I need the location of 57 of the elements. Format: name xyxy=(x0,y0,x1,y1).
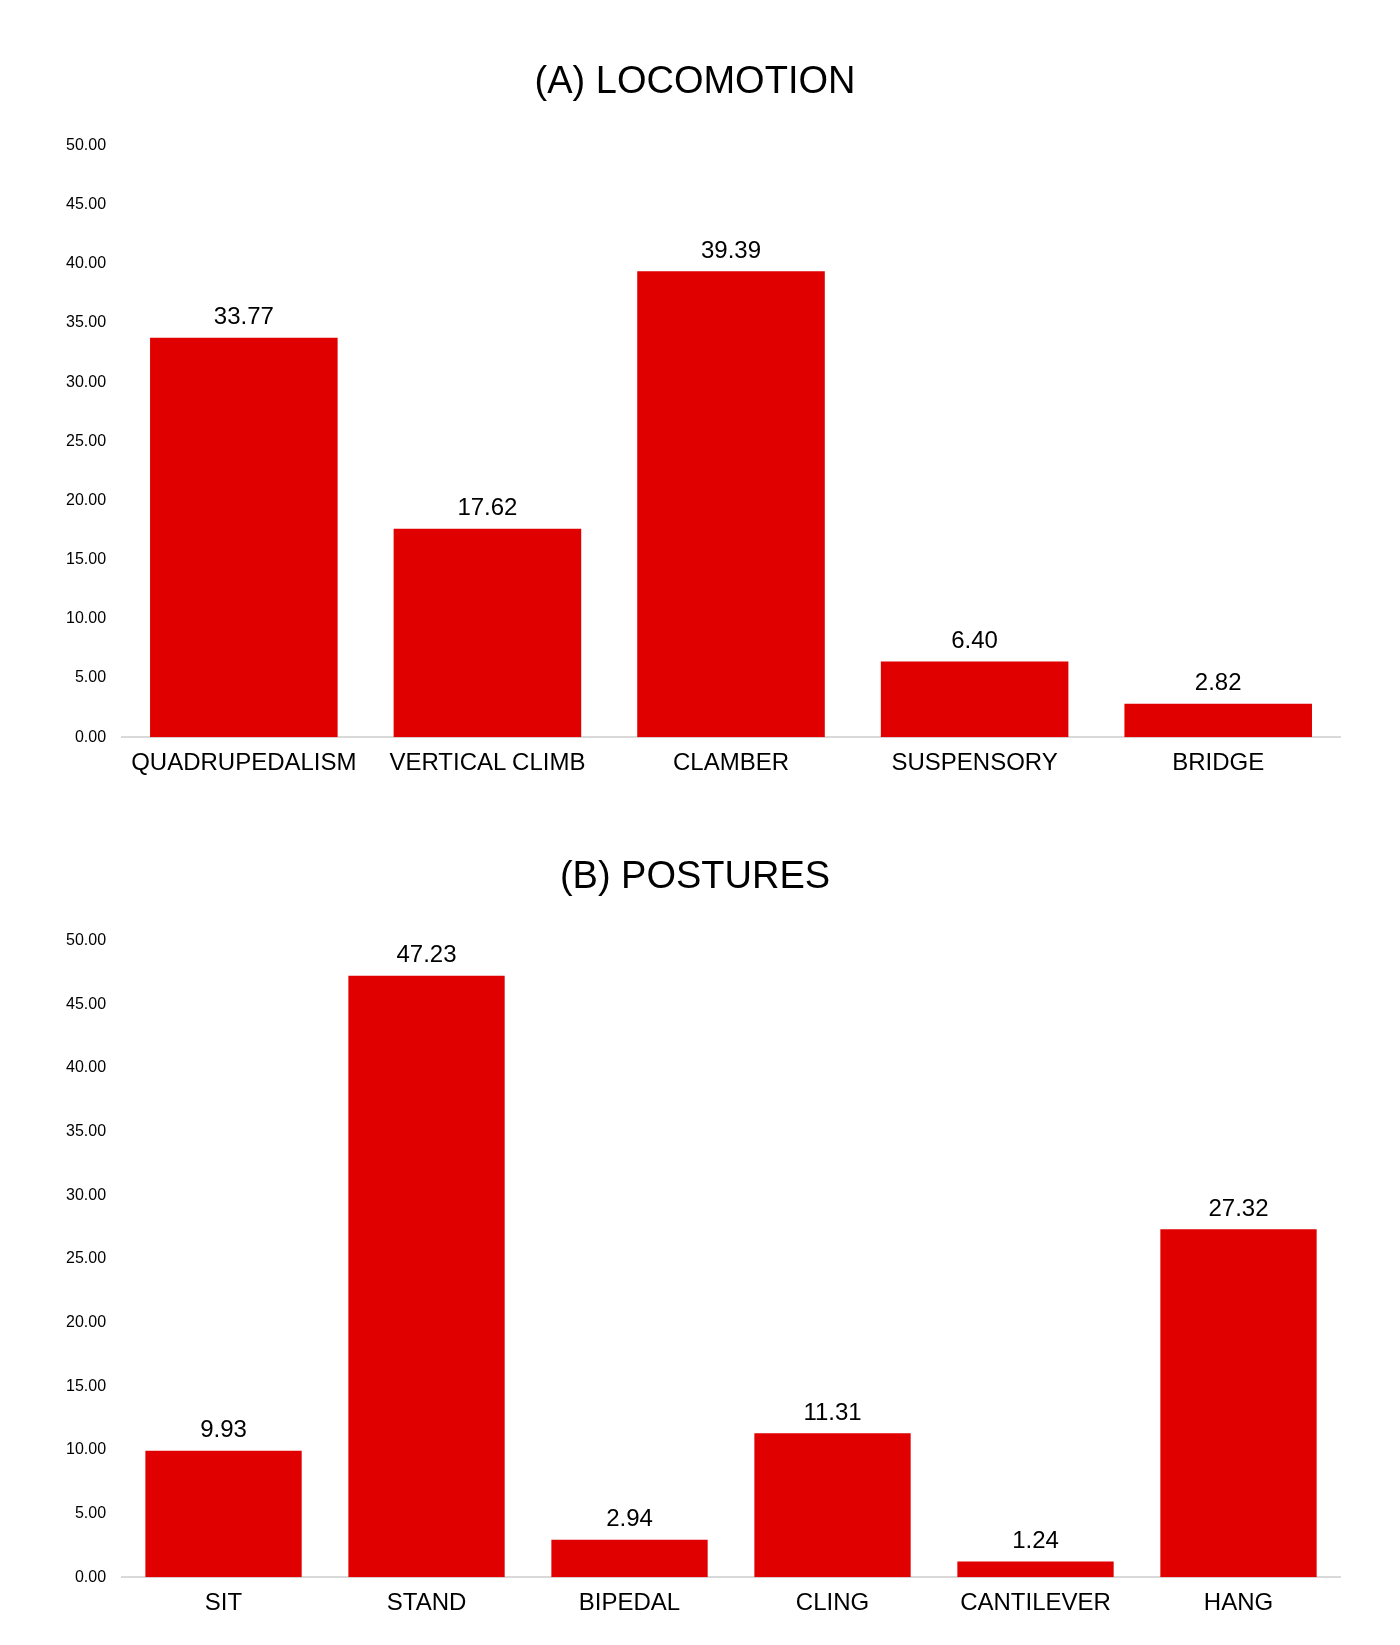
chart-title: (B) POSTURES xyxy=(559,854,831,897)
bar xyxy=(880,661,1069,738)
y-tick-label: 30.00 xyxy=(65,372,107,390)
bar xyxy=(1160,1229,1317,1578)
y-tick-label: 15.00 xyxy=(65,550,107,568)
y-tick-label: 35.00 xyxy=(65,1121,107,1139)
y-tick-label: 5.00 xyxy=(74,668,107,686)
y-tick-label: 0.00 xyxy=(74,727,107,745)
data-label: 27.32 xyxy=(1208,1193,1269,1221)
y-tick-label: 25.00 xyxy=(65,431,107,449)
bar xyxy=(637,271,825,738)
bar xyxy=(150,337,338,738)
data-label: 6.40 xyxy=(951,626,998,654)
y-tick-label: 20.00 xyxy=(65,490,107,508)
y-tick-label: 50.00 xyxy=(65,136,107,154)
x-tick-label: STAND xyxy=(386,1588,467,1616)
x-tick-label: BIPEDAL xyxy=(578,1588,681,1616)
x-tick-label: QUADRUPEDALISM xyxy=(131,748,357,776)
x-tick-label: BRIDGE xyxy=(1172,748,1265,776)
y-tick-label: 30.00 xyxy=(65,1185,107,1203)
bar xyxy=(1124,703,1312,738)
data-label: 17.62 xyxy=(457,493,518,521)
x-tick-label: CANTILEVER xyxy=(960,1588,1111,1616)
y-tick-label: 45.00 xyxy=(65,195,107,213)
data-label: 39.39 xyxy=(700,235,762,263)
x-tick-label: SIT xyxy=(204,1588,243,1616)
chart-title: (A) LOCOMOTION xyxy=(534,59,856,102)
x-tick-label: CLAMBER xyxy=(673,748,790,776)
y-tick-label: 25.00 xyxy=(65,1249,107,1267)
data-label: 2.82 xyxy=(1194,668,1242,696)
data-label: 47.23 xyxy=(396,940,457,968)
x-tick-label: HANG xyxy=(1203,1588,1274,1616)
y-tick-label: 0.00 xyxy=(74,1567,107,1585)
y-tick-label: 10.00 xyxy=(65,1440,107,1458)
y-tick-label: 5.00 xyxy=(74,1503,107,1521)
x-tick-label: VERTICAL CLIMB xyxy=(389,748,586,776)
data-label: 33.77 xyxy=(213,302,274,330)
x-tick-label: SUSPENSORY xyxy=(891,748,1058,776)
x-tick-label: CLING xyxy=(795,1588,870,1616)
y-tick-label: 15.00 xyxy=(65,1376,107,1394)
y-tick-label: 10.00 xyxy=(65,609,107,627)
y-tick-label: 40.00 xyxy=(65,254,107,272)
bar xyxy=(957,1561,1114,1578)
bar xyxy=(393,528,582,738)
y-tick-label: 50.00 xyxy=(65,931,107,949)
y-tick-label: 20.00 xyxy=(65,1312,107,1330)
y-tick-label: 40.00 xyxy=(65,1058,107,1076)
y-tick-label: 45.00 xyxy=(65,994,107,1012)
data-label: 9.93 xyxy=(200,1415,247,1443)
bar xyxy=(551,1539,708,1578)
data-label: 2.94 xyxy=(606,1504,653,1532)
bar xyxy=(348,975,505,1578)
bar xyxy=(145,1450,302,1578)
data-label: 11.31 xyxy=(803,1397,862,1425)
data-label: 1.24 xyxy=(1012,1526,1059,1554)
y-tick-label: 35.00 xyxy=(65,313,107,331)
bar xyxy=(754,1433,911,1578)
